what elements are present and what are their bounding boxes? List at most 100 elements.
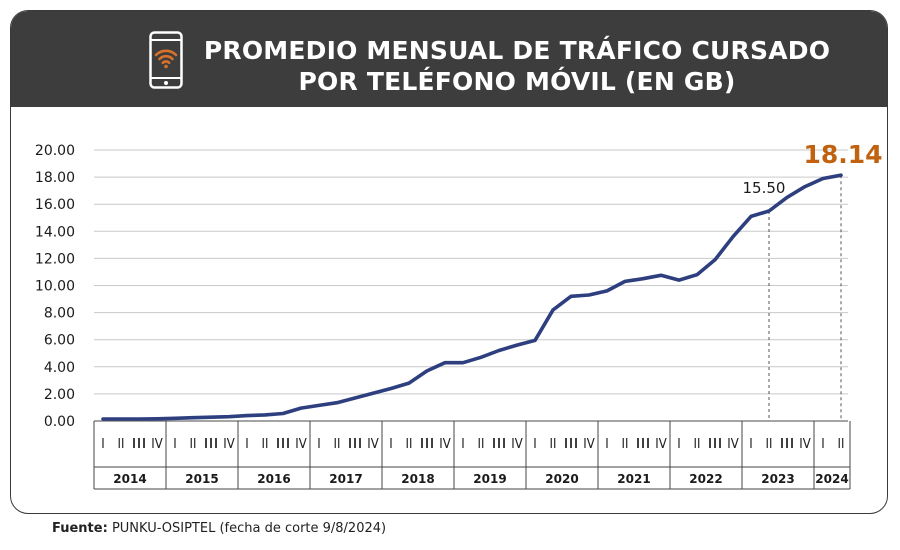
x-quarter-label: I	[677, 437, 680, 452]
data-point	[371, 392, 375, 395]
source-text: PUNKU-OSIPTEL (fecha de corte 9/8/2024)	[111, 521, 387, 536]
y-tick-label: 16.00	[35, 197, 75, 213]
y-tick-label: 20.00	[35, 143, 75, 159]
x-quarter-label: I	[749, 437, 752, 452]
x-quarter-label: IV	[583, 437, 594, 452]
data-point	[821, 177, 825, 180]
data-point	[497, 349, 501, 352]
data-point	[173, 417, 177, 420]
data-point	[299, 406, 303, 410]
x-year-label: 2016	[257, 472, 290, 486]
y-tick-label: 0.00	[44, 414, 75, 430]
data-point	[659, 274, 663, 277]
x-quarter-label: III	[780, 437, 795, 452]
data-point	[533, 339, 537, 342]
data-label: 15.50	[743, 179, 786, 197]
x-year-label: 2024	[815, 472, 848, 486]
data-point	[551, 308, 555, 312]
x-quarter-label: II	[694, 437, 701, 452]
data-point	[389, 387, 393, 390]
x-year-label: 2022	[689, 472, 722, 486]
x-quarter-label: I	[461, 437, 464, 452]
x-quarter-label: III	[420, 437, 435, 452]
x-quarter-label: II	[478, 437, 485, 452]
x-quarter-label: II	[622, 437, 629, 452]
data-point	[713, 258, 717, 261]
x-quarter-label: II	[118, 437, 125, 452]
x-quarter-label: III	[636, 437, 651, 452]
data-point	[119, 417, 123, 421]
data-point	[245, 414, 249, 417]
x-quarter-label: III	[132, 437, 147, 452]
y-tick-label: 14.00	[35, 224, 75, 240]
data-point	[623, 280, 627, 283]
data-point	[515, 343, 519, 347]
data-point	[317, 404, 321, 407]
x-quarter-label: IV	[367, 437, 378, 452]
x-year-label: 2018	[401, 472, 434, 486]
x-quarter-label: II	[550, 437, 557, 452]
y-tick-label: 10.00	[35, 279, 75, 295]
data-point	[605, 289, 609, 293]
x-year-label: 2015	[185, 472, 218, 486]
x-quarter-label: III	[204, 437, 219, 452]
chart-title: PROMEDIO MENSUAL DE TRÁFICO CURSADO POR …	[197, 35, 837, 97]
x-quarter-label: II	[766, 437, 773, 452]
chart-header: PROMEDIO MENSUAL DE TRÁFICO CURSADO POR …	[11, 11, 887, 107]
y-tick-label: 6.00	[44, 333, 75, 349]
x-quarter-label: II	[406, 437, 413, 452]
data-label-highlight: 18.14	[803, 140, 882, 169]
data-point	[641, 277, 645, 280]
x-quarter-label: III	[708, 437, 723, 452]
x-quarter-label: IV	[151, 437, 162, 452]
y-tick-label: 4.00	[44, 360, 75, 376]
chart-card: PROMEDIO MENSUAL DE TRÁFICO CURSADO POR …	[10, 10, 888, 514]
data-point	[137, 417, 141, 421]
data-point	[479, 356, 483, 359]
data-point	[587, 293, 591, 297]
x-quarter-label: III	[492, 437, 507, 452]
data-point	[749, 215, 753, 218]
data-point	[407, 381, 411, 385]
x-year-label: 2021	[617, 472, 650, 486]
data-point	[353, 396, 357, 400]
x-quarter-label: IV	[439, 437, 450, 452]
x-quarter-label: II	[838, 437, 845, 452]
series-line	[101, 173, 843, 421]
y-tick-label: 18.00	[35, 170, 75, 186]
data-point	[461, 361, 465, 364]
x-quarter-label: IV	[511, 437, 522, 452]
x-quarter-label: IV	[223, 437, 234, 452]
x-quarter-label: IV	[295, 437, 306, 452]
x-quarter-label: I	[245, 437, 248, 452]
data-point	[695, 273, 699, 276]
data-point	[677, 278, 681, 282]
x-quarter-label: I	[389, 437, 392, 452]
data-point	[227, 415, 231, 418]
y-tick-label: 8.00	[44, 306, 75, 322]
data-point	[335, 401, 339, 404]
data-point	[155, 417, 159, 421]
x-quarter-label: IV	[655, 437, 666, 452]
x-quarter-label: III	[564, 437, 579, 452]
chart-title-line-1: PROMEDIO MENSUAL DE TRÁFICO CURSADO	[203, 36, 831, 65]
x-quarter-label: I	[101, 437, 104, 452]
data-point	[263, 413, 267, 417]
x-year-label: 2020	[545, 472, 578, 486]
x-year-label: 2014	[113, 472, 146, 486]
x-year-label: 2017	[329, 472, 362, 486]
x-year-label: 2023	[761, 472, 794, 486]
data-point	[281, 412, 285, 415]
y-tick-label: 2.00	[44, 387, 75, 403]
data-point	[785, 196, 789, 199]
x-quarter-label: I	[533, 437, 536, 452]
data-point	[443, 361, 447, 364]
x-quarter-label: II	[190, 437, 197, 452]
x-quarter-label: I	[173, 437, 176, 452]
chart-title-line-2: POR TELÉFONO MÓVIL (EN GB)	[298, 67, 736, 96]
x-quarter-label: I	[605, 437, 608, 452]
data-point	[803, 185, 807, 188]
data-point	[191, 416, 195, 419]
data-point	[731, 235, 735, 238]
y-tick-label: 12.00	[35, 251, 75, 267]
